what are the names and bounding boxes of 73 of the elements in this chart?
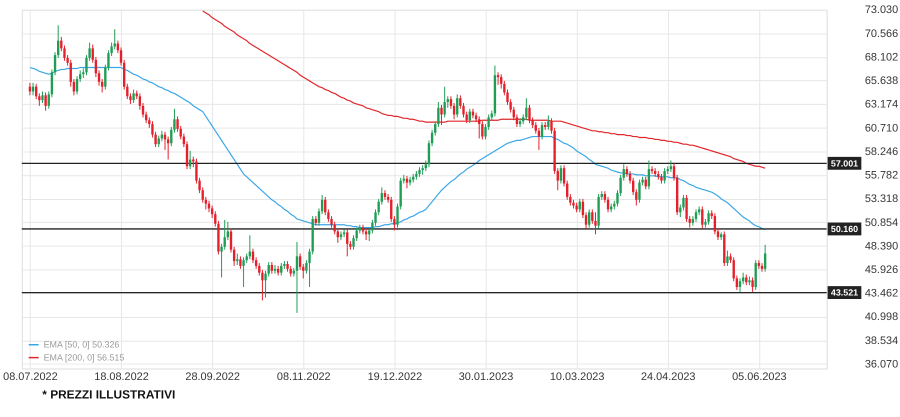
x-tick-label: 24.04.2023	[640, 370, 696, 383]
y-tick-label: 68.102	[864, 51, 898, 64]
y-tick-label: 45.926	[864, 264, 898, 276]
candlestick	[575, 202, 578, 213]
y-tick-label: 63.174	[864, 98, 898, 111]
candlestick	[280, 262, 282, 276]
y-tick-label: 50.854	[864, 216, 898, 229]
candlestick	[158, 135, 160, 148]
y-tick-label: 53.318	[864, 193, 898, 206]
candlestick	[314, 216, 318, 226]
candlestick	[644, 176, 647, 190]
candlestick	[28, 82, 32, 96]
candlestick	[764, 244, 766, 272]
candlestick	[726, 250, 729, 266]
candlestick	[745, 274, 748, 286]
candlestick	[472, 108, 474, 119]
y-tick-label: 70.566	[864, 28, 898, 40]
candlestick	[242, 256, 245, 288]
x-tick-label: 10.03.2023	[550, 370, 604, 383]
x-tick-label: 08.11.2022	[276, 370, 331, 383]
candlestick	[236, 252, 238, 266]
y-tick-label: 38.534	[864, 334, 898, 347]
y-tick-label: 60.710	[864, 122, 898, 134]
candlestick	[421, 164, 424, 176]
candlestick	[707, 210, 710, 226]
y-tick-label: 65.638	[864, 75, 898, 88]
x-tick-label: 19.12.2022	[368, 370, 422, 383]
x-tick-label: 30.01.2023	[458, 370, 514, 383]
y-tick-label: 40.998	[864, 311, 898, 324]
candlestick	[588, 208, 590, 228]
line-series	[202, 10, 766, 169]
candlestick	[44, 92, 47, 112]
y-tick-label: 55.782	[864, 170, 898, 182]
x-tick-label: 05.06.2023	[732, 370, 787, 383]
x-tick-label: 08.07.2022	[3, 370, 58, 383]
x-tick-label: 18.08.2022	[94, 370, 149, 383]
candlestick	[248, 234, 252, 260]
ref-line-label: 50.160	[830, 224, 858, 234]
candlestick	[754, 260, 757, 290]
candlestick	[578, 198, 581, 213]
y-tick-label: 58.246	[864, 146, 898, 158]
ref-line-label: 43.521	[830, 288, 858, 298]
candlestick	[751, 276, 754, 292]
candlestick	[456, 94, 458, 118]
candlestick	[468, 108, 471, 124]
candlestick	[670, 160, 672, 172]
candlestick	[481, 120, 484, 140]
candlestick	[276, 265, 280, 276]
y-tick-label: 43.462	[864, 288, 898, 300]
candlestick	[346, 229, 348, 257]
candlestick	[290, 265, 292, 277]
candlestick	[701, 206, 704, 230]
y-tick-label: 48.390	[864, 240, 898, 252]
y-tick-label: 36.070	[864, 358, 898, 370]
candlestick	[239, 256, 242, 270]
candlestick	[663, 168, 666, 184]
x-tick-label: 28.09.2022	[185, 370, 240, 383]
text: * PREZZI ILLUSTRATIVI	[42, 387, 176, 402]
candlestick	[132, 89, 135, 104]
candlestick	[270, 262, 274, 274]
candlestick	[443, 86, 446, 118]
candlestick	[648, 160, 650, 190]
ref-line-label: 57.001	[830, 158, 858, 168]
candlestick	[560, 164, 562, 184]
y-tick-label: 73.030	[864, 4, 898, 16]
candlestick	[188, 150, 192, 170]
candlestick	[525, 98, 528, 121]
candlestick	[478, 116, 480, 139]
legend-label: EMA [50, 0] 50.326	[44, 340, 120, 350]
candlestick	[496, 72, 500, 86]
legend-label: EMA [200, 0] 56.515	[44, 352, 124, 363]
candlestick	[547, 114, 550, 130]
candlestick	[364, 228, 368, 241]
